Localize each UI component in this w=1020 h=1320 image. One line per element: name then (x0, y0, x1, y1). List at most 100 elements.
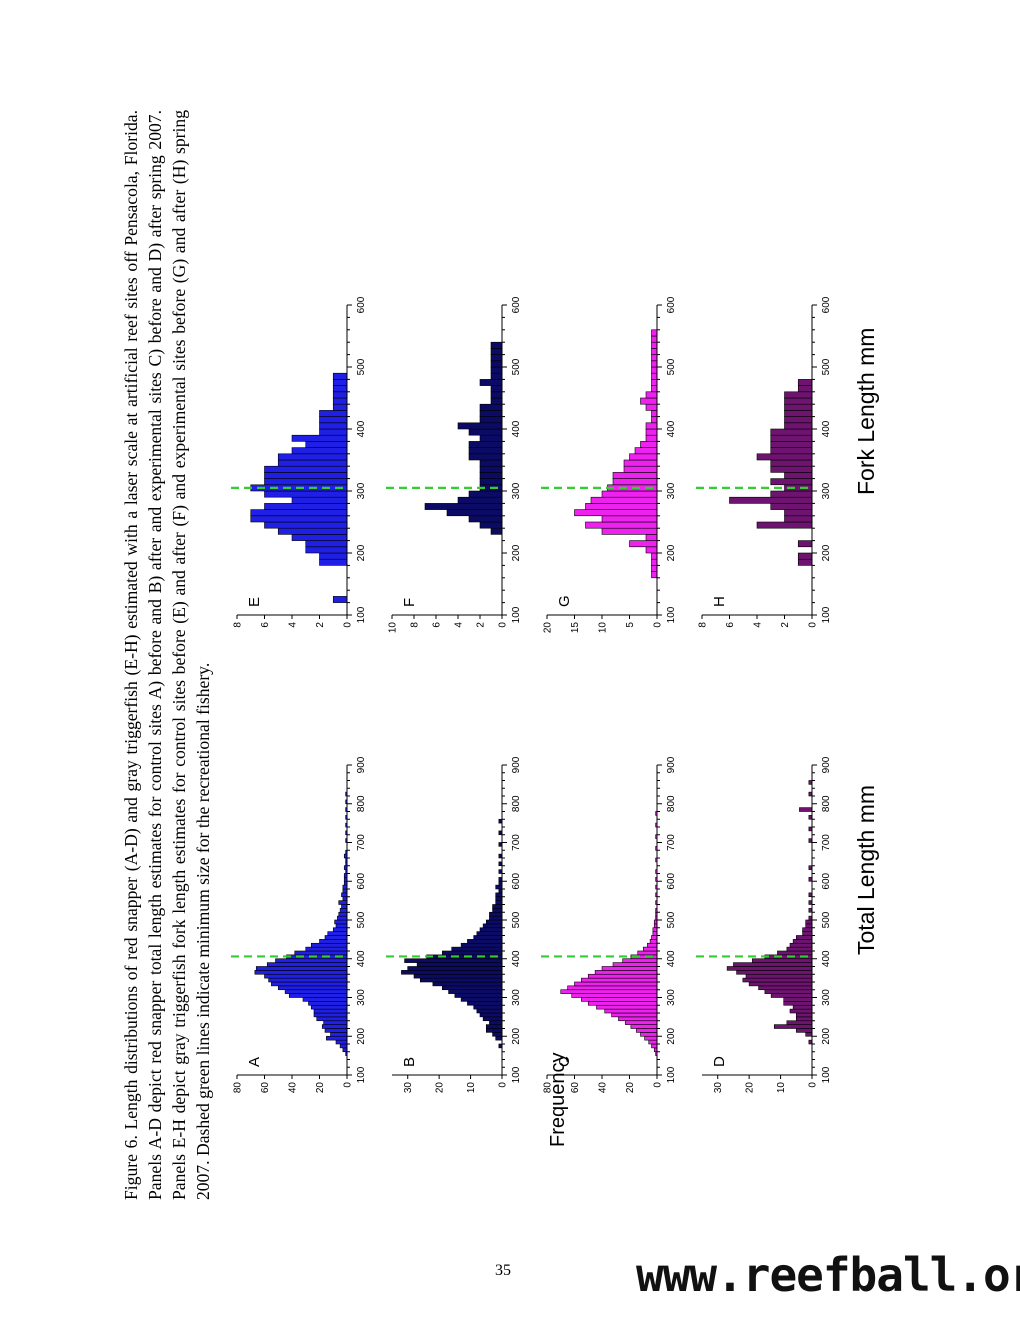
histogram-bar (324, 935, 348, 940)
histogram-bar (770, 434, 813, 442)
histogram-bar (640, 1032, 658, 1037)
y-tick-label: 4 (288, 622, 299, 628)
histogram-bar (784, 416, 813, 424)
histogram-bar (756, 453, 813, 461)
histogram-bar (407, 966, 503, 971)
histogram-bar (341, 904, 348, 909)
histogram-bar (651, 372, 658, 380)
histogram-bar (601, 490, 658, 498)
histogram-bar (250, 509, 348, 517)
x-tick-label: 500 (666, 358, 677, 375)
x-tick-label: 300 (356, 482, 367, 499)
histogram-bar (250, 515, 348, 523)
histogram-bar (335, 1039, 348, 1045)
histogram-bar (324, 1028, 348, 1033)
histogram-bar (630, 1024, 658, 1029)
x-tick-label: 900 (356, 756, 367, 773)
histogram-panels: 020406080100200300400500600700800900A010… (231, 296, 832, 1094)
histogram-bar (736, 970, 813, 975)
histogram-bar (264, 490, 348, 498)
histogram-bar (319, 552, 348, 560)
histogram-bar (492, 904, 503, 909)
histogram-bar (651, 571, 658, 579)
histogram-bar (291, 434, 348, 442)
histogram-bar (758, 985, 813, 991)
histogram-bar (319, 428, 348, 436)
panel-label: B (401, 1057, 418, 1067)
x-tick-label: 900 (511, 756, 522, 773)
panel-b: 0 10 20 30 100 200 300 400 500 600 700 800 900 B (386, 756, 522, 1093)
histogram-bar (611, 1012, 658, 1018)
histogram-bar (485, 1024, 503, 1029)
x-tick-label: 400 (356, 420, 367, 437)
histogram-bar (651, 360, 658, 368)
histogram-bar (268, 977, 348, 983)
x-tick-label: 200 (666, 1027, 677, 1044)
histogram-bar (332, 596, 348, 603)
x-tick-label: 400 (821, 950, 832, 967)
x-tick-label: 600 (356, 296, 367, 313)
y-tick-label: 10 (776, 1082, 787, 1094)
histogram-bar (574, 509, 658, 517)
histogram-bar (479, 521, 503, 529)
panel-h: 0 2 4 6 8 100 200 300 400 500 600 H (696, 296, 832, 628)
histogram-bar (770, 503, 813, 510)
histogram-bar (330, 1032, 348, 1037)
histogram-bar (797, 558, 813, 566)
y-tick-label: 8 (410, 622, 421, 628)
histogram-bar (797, 379, 813, 386)
x-tick-label: 200 (821, 544, 832, 561)
x-tick-label: 200 (821, 1027, 832, 1044)
panel-label: E (246, 597, 263, 607)
histogram-bar (645, 391, 658, 399)
histogram-bar (649, 939, 658, 944)
histogram-bar (492, 908, 503, 913)
histogram-bar (335, 923, 348, 929)
histogram-bar (277, 453, 348, 461)
histogram-bar (805, 919, 813, 925)
histogram-bar (764, 989, 813, 994)
histogram-bar (786, 1020, 813, 1025)
histogram-bar (784, 472, 813, 479)
x-tick-label: 800 (356, 795, 367, 812)
histogram-bar (490, 360, 503, 368)
histogram-bar (332, 372, 348, 380)
histogram-bar (401, 970, 503, 975)
histogram-bar (640, 397, 658, 405)
y-tick-label: 5 (625, 622, 636, 628)
histogram-bar (648, 1039, 658, 1045)
panel-a: 0 20 40 60 80 100 200 300 400 500 600 700 800 900 A (231, 756, 367, 1093)
panel-g: 0 5 10 15 20 100 200 300 400 500 600 G (541, 296, 677, 633)
x-tick-label: 900 (821, 756, 832, 773)
panel-label: D (711, 1056, 728, 1067)
x-axis-title-total-length: Total Length mm (853, 784, 879, 955)
histogram-bar (448, 989, 503, 994)
y-tick-label: 30 (403, 1082, 414, 1094)
y-tick-label: 80 (233, 1082, 244, 1094)
histogram-bar (332, 391, 348, 399)
histogram-bar (590, 496, 658, 504)
histogram-bar (612, 478, 658, 486)
histogram-bar (495, 892, 503, 898)
x-tick-label: 300 (666, 989, 677, 1006)
histogram-bar (277, 459, 348, 467)
panel-label: F (401, 598, 418, 607)
y-tick-label: 40 (288, 1082, 299, 1094)
histogram-bar (645, 434, 658, 442)
histogram-bar (457, 496, 503, 504)
histogram-bar (601, 515, 658, 523)
histogram-bar (581, 997, 658, 1002)
histogram-bar (645, 403, 658, 411)
histogram-bar (651, 552, 658, 560)
histogram-bar (756, 521, 813, 529)
histogram-bar (647, 942, 658, 948)
x-tick-label: 400 (666, 950, 677, 967)
histogram-bar (574, 981, 658, 987)
histogram-bar (460, 997, 503, 1002)
histogram-bar (288, 993, 348, 998)
histogram-bar (645, 422, 658, 430)
y-tick-label: 6 (432, 622, 443, 628)
histogram-bar (651, 935, 658, 940)
histogram-bar (786, 946, 813, 952)
x-tick-label: 700 (511, 834, 522, 851)
